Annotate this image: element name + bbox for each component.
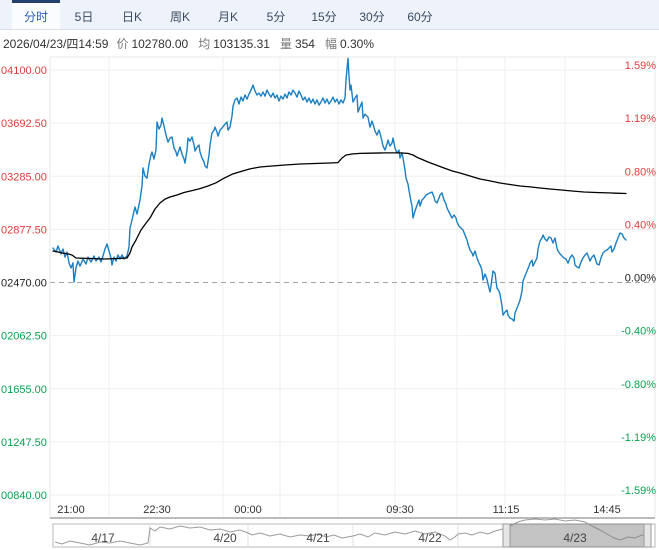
navigator-date-label: 4/21 — [306, 531, 330, 545]
chart-plot-area[interactable] — [50, 57, 655, 500]
percent-axis-label: 0.40% — [625, 219, 656, 231]
tab-5min[interactable]: 5分 — [266, 9, 286, 24]
price-axis-label: 02062.50 — [1, 331, 47, 343]
percent-axis-label: -0.40% — [621, 326, 656, 338]
quote-volume: 量 354 — [279, 36, 315, 51]
navigator-sparkline — [54, 518, 651, 546]
tab-5day[interactable]: 5日 — [74, 9, 94, 24]
price-axis-label: 00840.00 — [1, 490, 47, 502]
price-axis-label: 02470.00 — [1, 278, 47, 290]
percent-axis-label: 0.80% — [625, 166, 656, 178]
price-axis-label: 04100.00 — [1, 65, 47, 77]
percent-axis-label: -1.19% — [621, 432, 656, 444]
quote-average: 均 103135.31 — [198, 36, 270, 51]
time-axis-label: 22:30 — [143, 504, 171, 516]
percent-axis-label: 0.00% — [625, 273, 656, 285]
time-axis-label: 21:00 — [57, 504, 85, 516]
navigator-handle-right[interactable] — [643, 523, 652, 548]
quote-infobar: 2026/04/23/四14:59 价 102780.00 均 103135.31 … — [0, 30, 659, 56]
percent-axis-label: 1.19% — [625, 113, 656, 125]
tab-daily-k[interactable]: 日K — [121, 9, 142, 24]
period-tabbar: 分时 5日 日K 周K 月K 5分 15分 30分 60分 — [0, 0, 659, 30]
price-axis-label: 01247.50 — [1, 437, 47, 449]
price-axis-label: 02877.50 — [1, 224, 47, 236]
price-line — [52, 57, 627, 322]
time-axis-label: 00:00 — [234, 504, 262, 516]
tab-30min[interactable]: 30分 — [359, 9, 385, 24]
percent-axis-label: -1.59% — [621, 485, 656, 497]
percent-axis-label: 1.59% — [625, 60, 656, 72]
quote-amplitude: 幅 0.30% — [324, 36, 375, 51]
price-axis-label: 01655.00 — [1, 384, 47, 396]
tab-monthly-k[interactable]: 月K — [217, 9, 238, 24]
time-axis-label: 11:15 — [493, 504, 520, 516]
price-axis-label: 03692.50 — [1, 118, 47, 130]
price-axis-label: 03285.00 — [1, 171, 47, 183]
navigator-handle-left[interactable] — [502, 523, 511, 548]
tab-intraday[interactable]: 分时 — [12, 0, 60, 29]
navigator-date-label: 4/17 — [91, 531, 115, 545]
navigator-date-label: 4/23 — [563, 531, 587, 545]
time-axis-label: 14:45 — [593, 504, 621, 516]
average-line — [52, 152, 627, 260]
tab-60min[interactable]: 60分 — [407, 9, 433, 24]
quote-datetime: 2026/04/23/四14:59 — [3, 36, 109, 51]
tab-weekly-k[interactable]: 周K — [169, 9, 190, 24]
tab-15min[interactable]: 15分 — [311, 9, 337, 24]
navigator-date-label: 4/20 — [213, 531, 237, 545]
percent-axis-label: -0.80% — [621, 379, 656, 391]
quote-price: 价 102780.00 — [116, 36, 189, 51]
time-axis-label: 09:30 — [386, 504, 414, 516]
navigator-date-label: 4/22 — [418, 531, 442, 545]
